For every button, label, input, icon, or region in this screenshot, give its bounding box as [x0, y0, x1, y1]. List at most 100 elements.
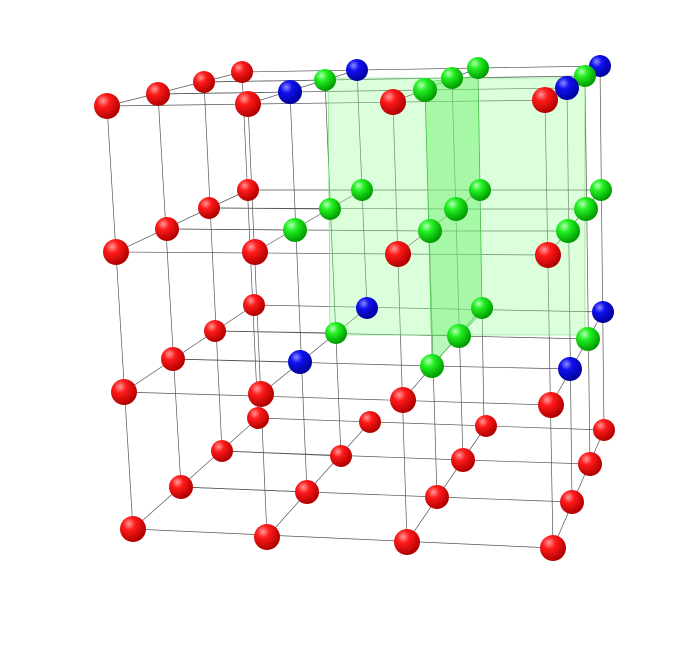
lattice-edge	[436, 496, 573, 503]
lattice-edge	[324, 79, 342, 457]
lattice-edge	[550, 311, 604, 406]
red-atom	[193, 71, 215, 93]
green-atom	[314, 69, 336, 91]
red-atom	[451, 448, 475, 472]
lattice-edge	[253, 304, 604, 313]
red-atom	[248, 381, 274, 407]
red-atom	[538, 392, 564, 418]
blue-atom	[555, 76, 579, 100]
lattice-edge	[247, 69, 358, 105]
green-atom	[576, 327, 600, 351]
lattice-edge	[123, 391, 552, 406]
blue-atom	[558, 357, 582, 381]
red-atom	[247, 407, 269, 429]
red-atom	[359, 411, 381, 433]
green-atom	[574, 197, 598, 221]
green-atom	[325, 322, 347, 344]
red-atom	[385, 241, 411, 267]
red-atom	[560, 490, 584, 514]
red-atom	[380, 89, 406, 115]
lattice-edge	[599, 65, 605, 431]
green-atom	[319, 198, 341, 220]
lattice-edge	[257, 417, 605, 431]
red-atom	[394, 529, 420, 555]
lattice-edge	[123, 304, 255, 393]
green-atom	[444, 197, 468, 221]
green-atom	[467, 57, 489, 79]
lattice-edge	[397, 189, 481, 255]
green-atom	[469, 179, 491, 201]
lattice-edge	[132, 417, 259, 530]
red-atom	[204, 320, 226, 342]
blue-atom	[346, 59, 368, 81]
green-atom	[471, 297, 493, 319]
red-atom	[198, 197, 220, 219]
lattice-edge	[406, 425, 487, 543]
green-atom	[351, 179, 373, 201]
green-atom	[413, 78, 437, 102]
lattice-edge	[544, 99, 554, 549]
blue-atom	[288, 350, 312, 374]
red-atom	[120, 516, 146, 542]
red-atom	[593, 419, 615, 441]
red-atom	[475, 415, 497, 437]
lattice-edge	[584, 75, 591, 465]
red-atom	[532, 87, 558, 113]
lattice-edge	[462, 459, 591, 465]
red-atom	[211, 440, 233, 462]
red-atom	[235, 91, 261, 117]
red-atom	[231, 61, 253, 83]
lattice-edge	[106, 105, 134, 530]
red-atom	[161, 347, 185, 371]
lattice-edge	[431, 365, 571, 370]
red-atom	[146, 82, 170, 106]
lattice-edge	[115, 251, 549, 256]
lattice-edge	[254, 189, 363, 253]
red-atom	[169, 475, 193, 499]
blue-atom	[592, 301, 614, 323]
red-atom	[103, 239, 129, 265]
green-atom	[441, 67, 463, 89]
red-atom	[155, 217, 179, 241]
lattice-edge	[451, 77, 464, 461]
green-atom	[447, 324, 471, 348]
lattice-edge	[552, 429, 605, 549]
lattice-edge	[157, 93, 182, 488]
lattice-edge	[203, 81, 223, 452]
red-atom	[578, 452, 602, 476]
lattice-edge	[289, 91, 308, 493]
lattice-edge	[247, 103, 268, 538]
lattice-edge	[458, 335, 589, 340]
lattice-edge	[260, 307, 368, 395]
lattice-edge	[115, 189, 249, 253]
green-atom	[418, 219, 442, 243]
red-atom	[243, 294, 265, 316]
blue-atom	[356, 297, 378, 319]
green-atom	[420, 354, 444, 378]
green-atom	[574, 65, 596, 87]
lattice-edge	[106, 71, 243, 107]
red-atom	[295, 480, 319, 504]
red-atom	[330, 445, 352, 467]
red-atom	[390, 387, 416, 413]
red-atom	[254, 524, 280, 550]
blue-atom	[278, 80, 302, 104]
red-atom	[540, 535, 566, 561]
lattice-edge	[266, 421, 371, 538]
lattice-edge	[566, 87, 573, 503]
red-atom	[535, 242, 561, 268]
red-atom	[242, 239, 268, 265]
lattice-atoms	[94, 55, 615, 561]
green-atom	[590, 179, 612, 201]
lattice-edge	[392, 101, 408, 543]
lattice-edge	[106, 99, 556, 107]
red-atom	[94, 93, 120, 119]
green-atom	[556, 219, 580, 243]
red-atom	[425, 485, 449, 509]
lattice-edge	[132, 528, 554, 549]
green-atom	[283, 218, 307, 242]
lattice-edge	[241, 65, 601, 73]
red-atom	[237, 179, 259, 201]
